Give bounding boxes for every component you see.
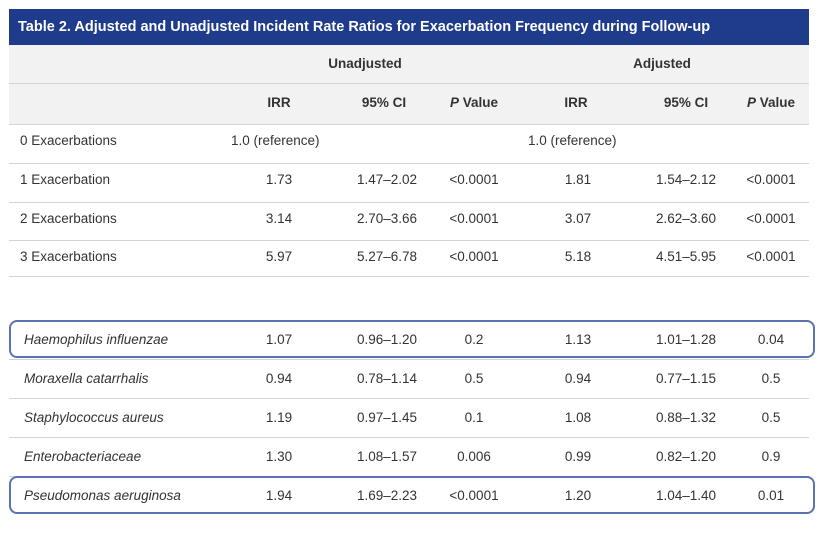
table-cell: 1.13 (564, 332, 592, 347)
column-header: IRR (267, 95, 290, 110)
row-highlight-box (9, 320, 815, 358)
table-cell: 2.70–3.66 (356, 211, 418, 226)
table-cell: 0.006 (457, 449, 491, 464)
column-header: P Value (450, 95, 498, 110)
row-highlight-box (9, 476, 815, 514)
table-cell: 3.07 (564, 211, 592, 226)
row-divider (9, 124, 809, 125)
column-header-text: 95% CI (361, 95, 407, 110)
table-cell: <0.0001 (746, 249, 796, 264)
row-divider (9, 437, 809, 438)
table-cell: 0.96–1.20 (356, 332, 418, 347)
table-cell: <0.0001 (449, 211, 499, 226)
table-cell: 1.04–1.40 (655, 488, 717, 503)
table-cell: 1.81 (564, 172, 592, 187)
row-divider (9, 276, 809, 277)
table-cell: 1.19 (265, 410, 293, 425)
organism-label: Pseudomonas aeruginosa (24, 488, 181, 503)
reference-cell: 1.0 (reference) (231, 133, 320, 148)
table-cell: 0.01 (757, 488, 785, 503)
table-cell: <0.0001 (449, 172, 499, 187)
column-header: 95% CI (664, 95, 708, 110)
table-cell: 5.97 (265, 249, 293, 264)
table-cell: 0.94 (564, 371, 592, 386)
row-divider (9, 83, 809, 84)
table-cell: 0.82–1.20 (655, 449, 717, 464)
table-cell: 0.77–1.15 (655, 371, 717, 386)
row-label: 0 Exacerbations (20, 133, 117, 148)
table-header-band (9, 45, 809, 124)
table-cell: 1.20 (564, 488, 592, 503)
row-divider (9, 202, 809, 203)
table-cell: 0.97–1.45 (356, 410, 418, 425)
table-cell: <0.0001 (449, 249, 499, 264)
row-label: 2 Exacerbations (20, 211, 117, 226)
table-cell: 0.99 (564, 449, 592, 464)
table-cell: 0.88–1.32 (655, 410, 717, 425)
table-cell: 0.78–1.14 (356, 371, 418, 386)
table-cell: 5.27–6.78 (356, 249, 418, 264)
table-title: Table 2. Adjusted and Unadjusted Inciden… (9, 9, 809, 45)
table-cell: 0.1 (464, 410, 484, 425)
column-header-text: IRR (564, 95, 588, 110)
column-header-text: Value (755, 95, 796, 110)
table-cell: 3.14 (265, 211, 293, 226)
table-cell: 1.47–2.02 (356, 172, 418, 187)
table-cell: 1.30 (265, 449, 293, 464)
table-cell: 1.54–2.12 (655, 172, 717, 187)
row-divider (9, 163, 809, 164)
column-header: IRR (564, 95, 587, 110)
reference-cell: 1.0 (reference) (528, 133, 617, 148)
table-cell: 0.94 (265, 371, 293, 386)
table-cell: 1.07 (265, 332, 293, 347)
table-cell: 0.5 (761, 410, 781, 425)
organism-label: Staphylococcus aureus (24, 410, 164, 425)
table-cell: 0.5 (761, 371, 781, 386)
table-cell: 1.69–2.23 (356, 488, 418, 503)
table-cell: 2.62–3.60 (655, 211, 717, 226)
table-cell: 0.9 (761, 449, 781, 464)
table-cell: 1.73 (265, 172, 293, 187)
row-divider (9, 359, 809, 360)
column-header-text: Value (458, 95, 499, 110)
table-cell: 0.5 (464, 371, 484, 386)
row-divider (9, 398, 809, 399)
row-label: 1 Exacerbation (20, 172, 111, 187)
group-header-adjusted: Adjusted (633, 56, 691, 71)
table-cell: 1.08 (564, 410, 592, 425)
organism-label: Enterobacteriaceae (24, 449, 142, 464)
group-header-unadjusted: Unadjusted (328, 56, 402, 71)
table-cell: <0.0001 (746, 172, 796, 187)
column-header: 95% CI (362, 95, 406, 110)
table-cell: 1.08–1.57 (356, 449, 418, 464)
row-divider (9, 240, 809, 241)
organism-label: Haemophilus influenzae (24, 332, 169, 347)
table-cell: <0.0001 (449, 488, 499, 503)
table-cell: 0.2 (464, 332, 484, 347)
column-header: P Value (747, 95, 795, 110)
row-label: 3 Exacerbations (20, 249, 117, 264)
table-cell: 4.51–5.95 (655, 249, 717, 264)
table-cell: 5.18 (564, 249, 592, 264)
column-header-text: 95% CI (663, 95, 709, 110)
column-header-p: P (746, 95, 756, 110)
table-cell: 1.94 (265, 488, 293, 503)
table-cell: 0.04 (757, 332, 785, 347)
column-header-p: P (449, 95, 459, 110)
organism-label: Moraxella catarrhalis (24, 371, 149, 386)
column-header-text: IRR (267, 95, 291, 110)
table-cell: <0.0001 (746, 211, 796, 226)
table-cell: 1.01–1.28 (655, 332, 717, 347)
